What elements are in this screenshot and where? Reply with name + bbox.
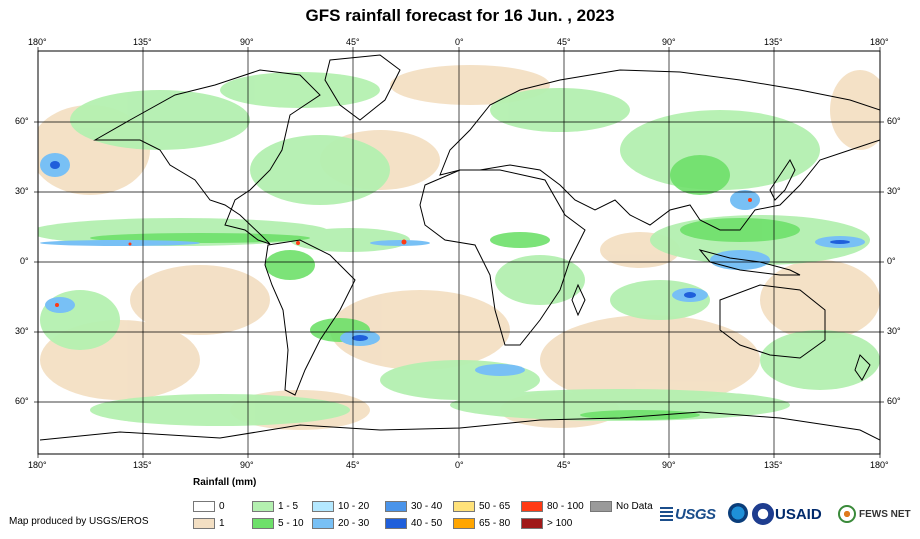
lon-tick-bottom: 45°: [346, 460, 360, 470]
lon-tick-top: 135°: [764, 37, 783, 47]
credit-text: Map produced by USGS/EROS: [9, 516, 149, 527]
legend-swatch: [521, 518, 543, 529]
legend-item: 0: [193, 500, 225, 513]
lon-tick-top: 90°: [662, 37, 676, 47]
legend-label: No Data: [616, 501, 653, 512]
lat-tick-right: 60°: [887, 396, 901, 406]
coastlines: [39, 54, 880, 441]
legend-item: 1 - 5: [252, 500, 298, 513]
lat-tick-left: 60°: [15, 396, 29, 406]
legend-label: 50 - 65: [479, 501, 511, 512]
lon-tick-top: 180°: [28, 37, 47, 47]
legend-swatch: [521, 501, 543, 512]
legend-swatch: [193, 518, 215, 529]
legend-item: 80 - 100: [521, 500, 584, 513]
lat-tick-right: 30°: [887, 186, 901, 196]
lon-tick-bottom: 45°: [557, 460, 571, 470]
state-dept-seal-icon: [752, 503, 774, 525]
legend-item: 40 - 50: [385, 517, 442, 530]
lat-tick-right: 30°: [887, 326, 901, 336]
legend-label: 80 - 100: [547, 501, 584, 512]
lon-tick-top: 180°: [870, 37, 889, 47]
lon-tick-top: 135°: [133, 37, 152, 47]
noaa-seal-icon: [728, 503, 748, 523]
legend-label: 20 - 30: [338, 518, 370, 529]
legend-item: 50 - 65: [453, 500, 510, 513]
usgs-logo: USGS: [660, 500, 722, 528]
legend-swatch: [252, 518, 274, 529]
legend-label: > 100: [547, 518, 573, 529]
lon-tick-bottom: 135°: [133, 460, 152, 470]
lon-tick-top: 45°: [557, 37, 571, 47]
legend-label: 0: [219, 501, 225, 512]
legend-item: 20 - 30: [312, 517, 369, 530]
legend-swatch: [252, 501, 274, 512]
lon-tick-bottom: 135°: [764, 460, 783, 470]
legend-item: 1: [193, 517, 225, 530]
lat-tick-left: 0°: [20, 256, 29, 266]
legend-swatch: [193, 501, 215, 512]
usaid-logo: USAID: [775, 500, 835, 528]
legend-item: 30 - 40: [385, 500, 442, 513]
usgs-wave-icon: [660, 507, 673, 521]
legend-item: > 100: [521, 517, 572, 530]
lon-tick-bottom: 90°: [240, 460, 254, 470]
lon-tick-bottom: 180°: [870, 460, 889, 470]
fews-net-icon: [838, 505, 856, 523]
legend-label: 65 - 80: [479, 518, 511, 529]
lon-tick-top: 90°: [240, 37, 254, 47]
legend-swatch: [312, 501, 334, 512]
lon-tick-bottom: 180°: [28, 460, 47, 470]
legend-item: 65 - 80: [453, 517, 510, 530]
lat-tick-left: 30°: [15, 186, 29, 196]
legend-swatch: [385, 501, 407, 512]
legend-label: 1 - 5: [278, 501, 299, 512]
lat-tick-right: 60°: [887, 116, 901, 126]
legend-title: Rainfall (mm): [193, 477, 257, 488]
legend-label: 1: [219, 518, 225, 529]
legend-label: 30 - 40: [411, 501, 443, 512]
fews-net-logo: FEWS NET: [838, 500, 918, 528]
fews-net-logo-text: FEWS NET: [859, 508, 911, 520]
lat-tick-right: 0°: [887, 256, 896, 266]
legend-swatch: [590, 501, 612, 512]
lon-tick-bottom: 0°: [455, 460, 464, 470]
legend-label: 40 - 50: [411, 518, 443, 529]
map-title: GFS rainfall forecast for 16 Jun. , 2023: [305, 6, 615, 25]
legend-item: 5 - 10: [252, 517, 304, 530]
lon-tick-top: 0°: [455, 37, 464, 47]
graticule: [38, 51, 880, 454]
legend-swatch: [385, 518, 407, 529]
lat-tick-left: 30°: [15, 326, 29, 336]
usaid-logo-text: USAID: [775, 505, 822, 523]
lon-tick-bottom: 90°: [662, 460, 676, 470]
lon-tick-top: 45°: [346, 37, 360, 47]
legend-swatch: [453, 501, 475, 512]
legend-label: 5 - 10: [278, 518, 304, 529]
legend-swatch: [312, 518, 334, 529]
legend-item: No Data: [590, 500, 653, 513]
legend-item: 10 - 20: [312, 500, 369, 513]
usgs-logo-text: USGS: [675, 505, 716, 523]
legend-label: 10 - 20: [338, 501, 370, 512]
legend-swatch: [453, 518, 475, 529]
lat-tick-left: 60°: [15, 116, 29, 126]
